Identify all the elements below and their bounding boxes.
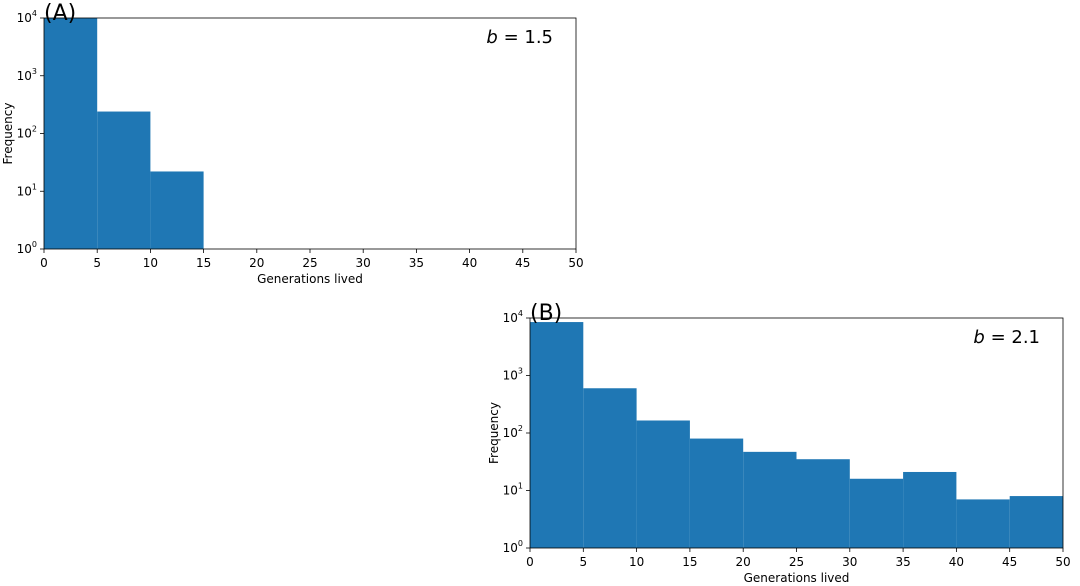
y-tick-exponent-a-4: 4 (32, 9, 37, 18)
x-axis-label-a: Generations lived (257, 272, 363, 286)
histogram-bar-b-4 (743, 451, 797, 548)
y-tick-base-b-0: 10 (503, 541, 518, 555)
y-tick-exponent-b-2: 2 (518, 424, 523, 433)
y-tick-exponent-a-2: 2 (32, 125, 37, 134)
parameter-variable-b: b (973, 327, 984, 348)
y-tick-base-b-2: 10 (503, 426, 518, 440)
histogram-bar-b-2 (636, 420, 690, 548)
y-tick-label-a-0: 100 (17, 240, 37, 256)
x-tick-label-a-1: 5 (93, 256, 101, 270)
y-tick-exponent-b-3: 3 (518, 367, 523, 376)
histogram-bar-b-3 (689, 438, 744, 548)
histogram-panel-a: 0 5 10 15 20 25 30 35 40 45 50100101102103104Gener… (1, 1, 584, 286)
histogram-bar-b-1 (583, 388, 637, 548)
y-tick-base-a-3: 10 (17, 69, 32, 83)
y-tick-label-a-2: 102 (17, 125, 37, 141)
x-tick-label-b-7: 35 (895, 555, 910, 569)
histogram-panel-b: 0 5 10 15 20 25 30 35 40 45 50100101102103104Gener… (487, 301, 1071, 585)
x-tick-label-b-2: 10 (629, 555, 644, 569)
parameter-value-b: = 2.1 (985, 327, 1040, 348)
panel-label-b: (B) (530, 301, 562, 326)
y-tick-base-b-4: 10 (503, 311, 518, 325)
y-tick-exponent-a-3: 3 (32, 67, 37, 76)
y-tick-exponent-b-0: 0 (518, 539, 523, 548)
histogram-bar-b-6 (849, 478, 904, 548)
y-tick-label-b-4: 104 (503, 309, 523, 325)
y-axis-label-a: Frequency (1, 103, 15, 165)
y-tick-base-a-1: 10 (17, 184, 32, 198)
y-tick-base-a-4: 10 (17, 11, 32, 25)
y-tick-base-a-0: 10 (17, 242, 32, 256)
histogram-bar-b-8 (956, 499, 1010, 548)
x-tick-label-b-3: 15 (682, 555, 697, 569)
histogram-bar-a-1 (97, 111, 151, 249)
x-tick-label-b-4: 20 (736, 555, 751, 569)
y-tick-label-b-2: 102 (503, 424, 523, 440)
x-tick-label-b-9: 45 (1002, 555, 1017, 569)
x-tick-label-a-8: 40 (462, 256, 477, 270)
parameter-variable-a: b (486, 27, 497, 48)
x-tick-label-b-5: 25 (789, 555, 804, 569)
x-tick-label-a-4: 20 (249, 256, 264, 270)
y-tick-exponent-a-1: 1 (32, 182, 37, 191)
x-tick-label-a-10: 50 (568, 256, 583, 270)
x-tick-label-a-5: 25 (302, 256, 317, 270)
panel-label-a: (A) (44, 1, 76, 26)
y-tick-base-b-1: 10 (503, 484, 518, 498)
y-tick-label-a-3: 103 (17, 67, 37, 83)
x-tick-label-b-0: 0 (526, 555, 534, 569)
y-tick-label-a-1: 101 (17, 182, 37, 198)
histogram-bar-a-0 (44, 18, 98, 249)
y-tick-label-a-4: 104 (17, 9, 37, 25)
y-tick-label-b-3: 103 (503, 367, 523, 383)
histogram-bar-b-5 (796, 459, 850, 548)
x-tick-label-a-7: 35 (409, 256, 424, 270)
x-tick-label-a-9: 45 (515, 256, 530, 270)
y-tick-label-b-1: 101 (503, 482, 523, 498)
y-tick-exponent-b-1: 1 (518, 482, 523, 491)
y-tick-base-a-2: 10 (17, 127, 32, 141)
y-tick-base-b-3: 10 (503, 369, 518, 383)
x-tick-label-a-2: 10 (143, 256, 158, 270)
y-tick-exponent-b-4: 4 (518, 309, 523, 318)
x-tick-label-b-6: 30 (842, 555, 857, 569)
x-tick-label-a-3: 15 (196, 256, 211, 270)
histogram-bar-b-9 (1009, 496, 1063, 548)
parameter-value-a: = 1.5 (498, 27, 553, 48)
x-tick-label-b-1: 5 (579, 555, 587, 569)
histogram-bar-b-7 (903, 471, 957, 548)
histogram-bar-b-0 (530, 322, 584, 548)
y-tick-exponent-a-0: 0 (32, 240, 37, 249)
x-tick-label-a-6: 30 (356, 256, 371, 270)
x-tick-label-a-0: 0 (40, 256, 48, 270)
histogram-bar-a-2 (150, 171, 204, 249)
y-axis-label-b: Frequency (487, 402, 501, 464)
parameter-annotation-a: b = 1.5 (486, 27, 553, 48)
y-tick-label-b-0: 100 (503, 539, 523, 555)
parameter-annotation-b: b = 2.1 (973, 327, 1040, 348)
x-axis-label-b: Generations lived (744, 571, 850, 585)
x-tick-label-b-10: 50 (1055, 555, 1070, 569)
x-tick-label-b-8: 40 (949, 555, 964, 569)
